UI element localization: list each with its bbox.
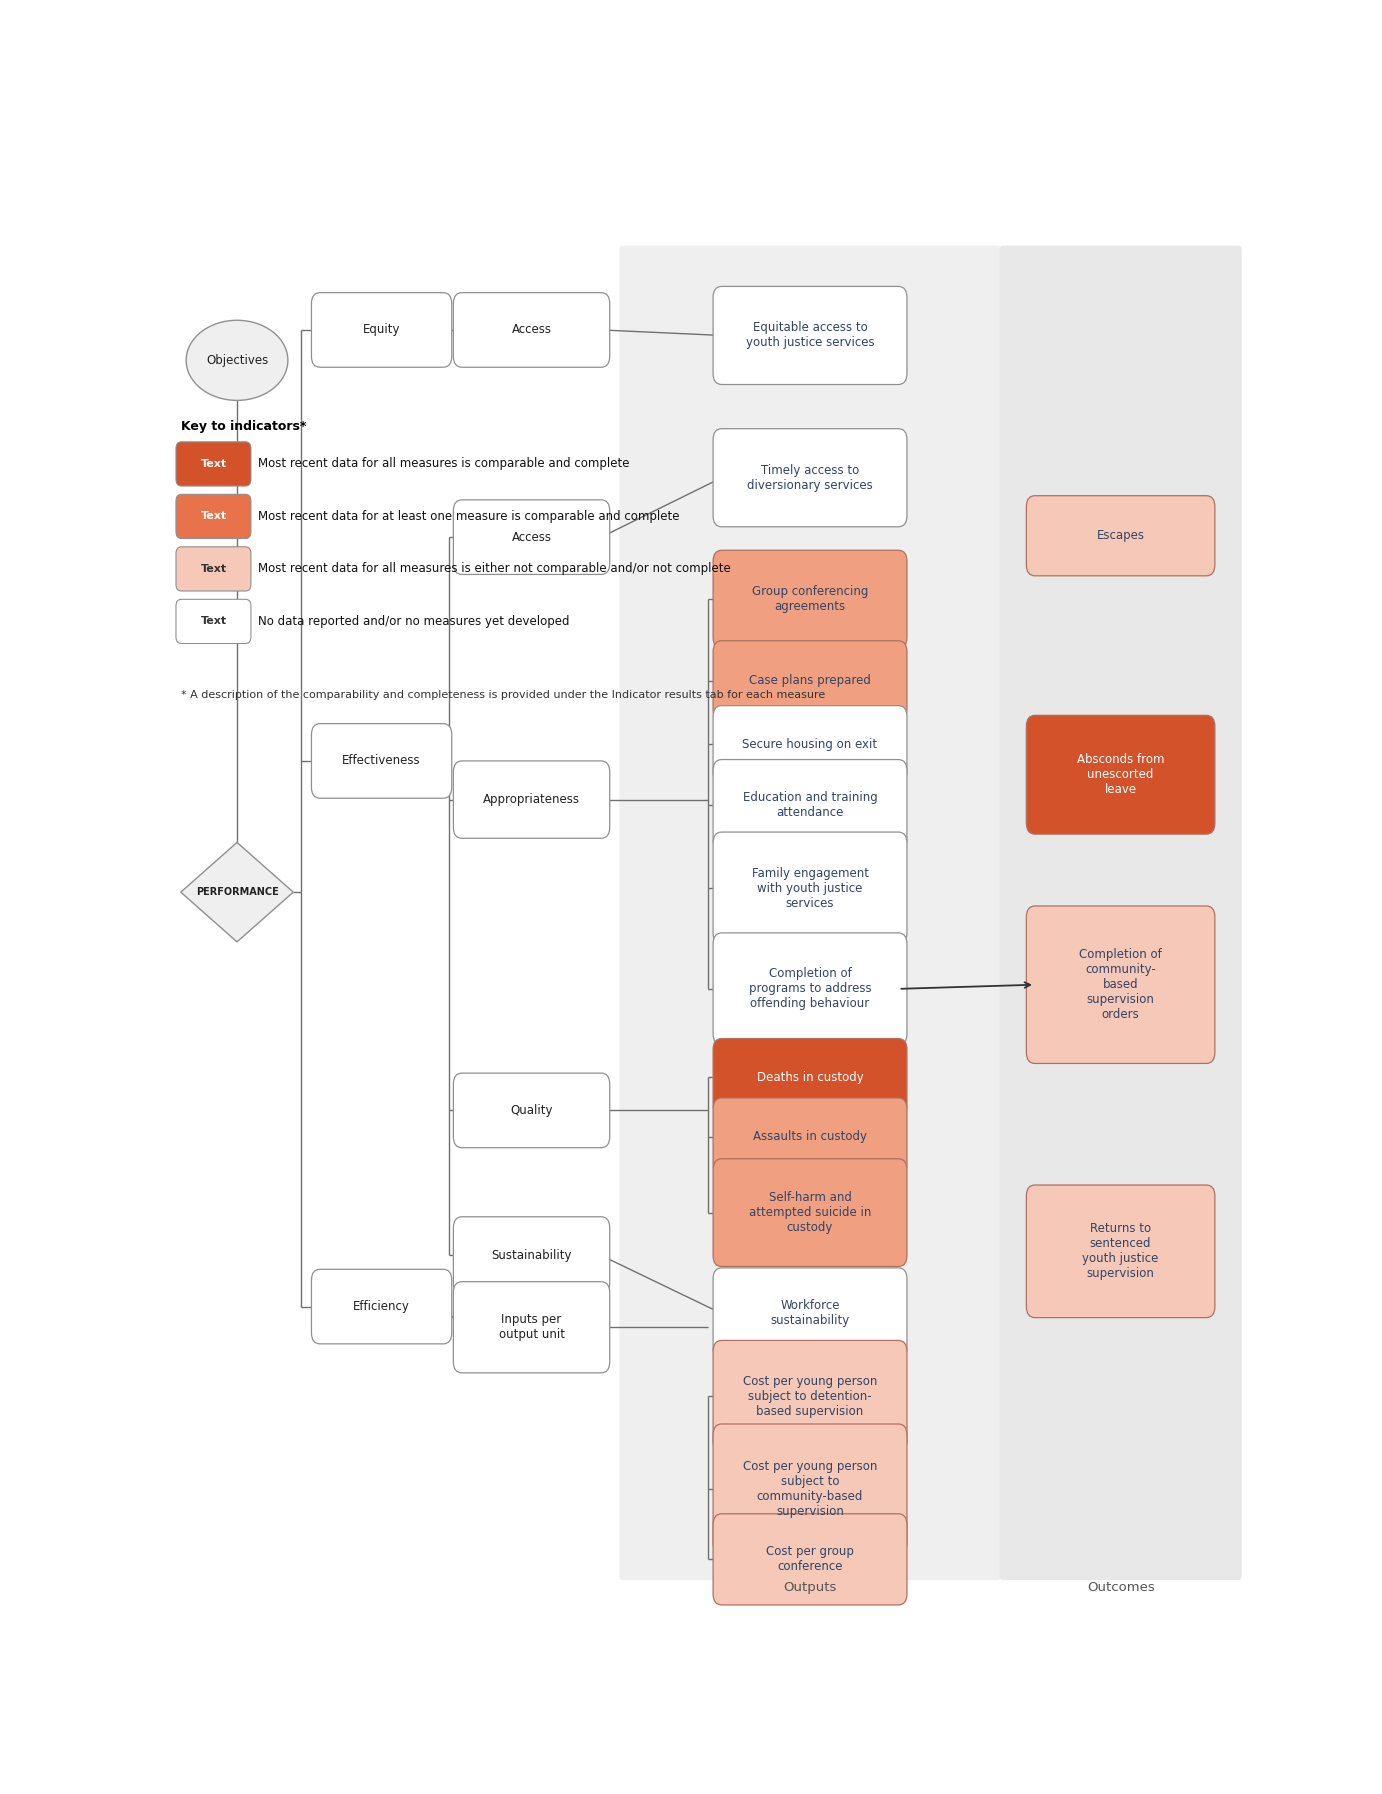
Text: Text: Text bbox=[200, 617, 227, 626]
FancyBboxPatch shape bbox=[619, 246, 1001, 1581]
Text: Cost per young person
subject to detention-
based supervision: Cost per young person subject to detenti… bbox=[744, 1374, 878, 1417]
FancyBboxPatch shape bbox=[713, 551, 907, 648]
Text: Text: Text bbox=[200, 459, 227, 468]
Text: Escapes: Escapes bbox=[1097, 529, 1144, 542]
FancyBboxPatch shape bbox=[1027, 716, 1215, 834]
Text: Access: Access bbox=[511, 531, 551, 544]
Text: Self-harm and
attempted suicide in
custody: Self-harm and attempted suicide in custo… bbox=[749, 1191, 871, 1234]
FancyBboxPatch shape bbox=[713, 1424, 907, 1554]
FancyBboxPatch shape bbox=[176, 495, 252, 538]
Text: Appropriateness: Appropriateness bbox=[484, 793, 580, 806]
FancyBboxPatch shape bbox=[453, 761, 609, 838]
Text: Case plans prepared: Case plans prepared bbox=[749, 675, 871, 687]
Text: Education and training
attendance: Education and training attendance bbox=[742, 791, 878, 820]
FancyBboxPatch shape bbox=[176, 547, 252, 590]
FancyBboxPatch shape bbox=[1027, 906, 1215, 1064]
FancyBboxPatch shape bbox=[713, 287, 907, 384]
Text: Outcomes: Outcomes bbox=[1086, 1581, 1154, 1593]
FancyBboxPatch shape bbox=[713, 429, 907, 527]
Text: Assaults in custody: Assaults in custody bbox=[753, 1130, 867, 1143]
FancyBboxPatch shape bbox=[713, 832, 907, 944]
Text: Equity: Equity bbox=[363, 323, 401, 337]
FancyBboxPatch shape bbox=[713, 759, 907, 850]
Ellipse shape bbox=[187, 321, 287, 400]
Text: No data reported and/or no measures yet developed: No data reported and/or no measures yet … bbox=[258, 615, 569, 628]
FancyBboxPatch shape bbox=[713, 1514, 907, 1606]
Text: Cost per young person
subject to
community-based
supervision: Cost per young person subject to communi… bbox=[744, 1460, 878, 1518]
FancyBboxPatch shape bbox=[1027, 1186, 1215, 1317]
Text: Equitable access to
youth justice services: Equitable access to youth justice servic… bbox=[746, 321, 875, 350]
Text: Inputs per
output unit: Inputs per output unit bbox=[499, 1313, 565, 1342]
Text: Key to indicators*: Key to indicators* bbox=[181, 420, 307, 432]
Polygon shape bbox=[181, 843, 293, 942]
FancyBboxPatch shape bbox=[453, 1073, 609, 1148]
FancyBboxPatch shape bbox=[713, 1159, 907, 1267]
Text: PERFORMANCE: PERFORMANCE bbox=[196, 888, 278, 897]
Text: Most recent data for all measures is either not comparable and/or not complete: Most recent data for all measures is eit… bbox=[258, 562, 731, 576]
Text: Objectives: Objectives bbox=[206, 353, 268, 366]
FancyBboxPatch shape bbox=[311, 723, 452, 798]
FancyBboxPatch shape bbox=[453, 292, 609, 368]
Text: Text: Text bbox=[200, 563, 227, 574]
FancyBboxPatch shape bbox=[713, 1098, 907, 1175]
Text: Completion of
programs to address
offending behaviour: Completion of programs to address offend… bbox=[749, 967, 871, 1010]
FancyBboxPatch shape bbox=[176, 599, 252, 644]
Text: Text: Text bbox=[200, 511, 227, 522]
Text: Quality: Quality bbox=[510, 1103, 553, 1118]
FancyBboxPatch shape bbox=[453, 1216, 609, 1293]
Text: Group conferencing
agreements: Group conferencing agreements bbox=[752, 585, 868, 614]
FancyBboxPatch shape bbox=[311, 292, 452, 368]
FancyBboxPatch shape bbox=[713, 640, 907, 721]
FancyBboxPatch shape bbox=[999, 246, 1241, 1581]
Text: Secure housing on exit: Secure housing on exit bbox=[742, 737, 878, 752]
Text: Sustainability: Sustainability bbox=[492, 1249, 572, 1261]
FancyBboxPatch shape bbox=[453, 501, 609, 574]
FancyBboxPatch shape bbox=[713, 933, 907, 1044]
Text: Timely access to
diversionary services: Timely access to diversionary services bbox=[748, 463, 873, 492]
FancyBboxPatch shape bbox=[713, 1039, 907, 1116]
Text: Returns to
sentenced
youth justice
supervision: Returns to sentenced youth justice super… bbox=[1082, 1222, 1159, 1281]
Text: Deaths in custody: Deaths in custody bbox=[757, 1071, 864, 1084]
Text: Cost per group
conference: Cost per group conference bbox=[766, 1545, 854, 1573]
Text: Family engagement
with youth justice
services: Family engagement with youth justice ser… bbox=[752, 867, 868, 910]
Text: Most recent data for all measures is comparable and complete: Most recent data for all measures is com… bbox=[258, 457, 630, 470]
Text: Most recent data for at least one measure is comparable and complete: Most recent data for at least one measur… bbox=[258, 509, 680, 522]
FancyBboxPatch shape bbox=[311, 1270, 452, 1344]
Text: Outputs: Outputs bbox=[784, 1581, 836, 1593]
Text: Effectiveness: Effectiveness bbox=[343, 755, 422, 768]
Text: Efficiency: Efficiency bbox=[354, 1301, 410, 1313]
FancyBboxPatch shape bbox=[453, 1281, 609, 1372]
Text: Workforce
sustainability: Workforce sustainability bbox=[770, 1299, 850, 1328]
Text: Absconds from
unescorted
leave: Absconds from unescorted leave bbox=[1077, 753, 1165, 797]
Text: * A description of the comparability and completeness is provided under the Indi: * A description of the comparability and… bbox=[181, 691, 825, 700]
FancyBboxPatch shape bbox=[176, 441, 252, 486]
FancyBboxPatch shape bbox=[713, 1268, 907, 1360]
FancyBboxPatch shape bbox=[713, 1340, 907, 1453]
Text: Access: Access bbox=[511, 323, 551, 337]
FancyBboxPatch shape bbox=[1027, 495, 1215, 576]
Text: Completion of
community-
based
supervision
orders: Completion of community- based supervisi… bbox=[1079, 949, 1162, 1021]
FancyBboxPatch shape bbox=[713, 705, 907, 782]
